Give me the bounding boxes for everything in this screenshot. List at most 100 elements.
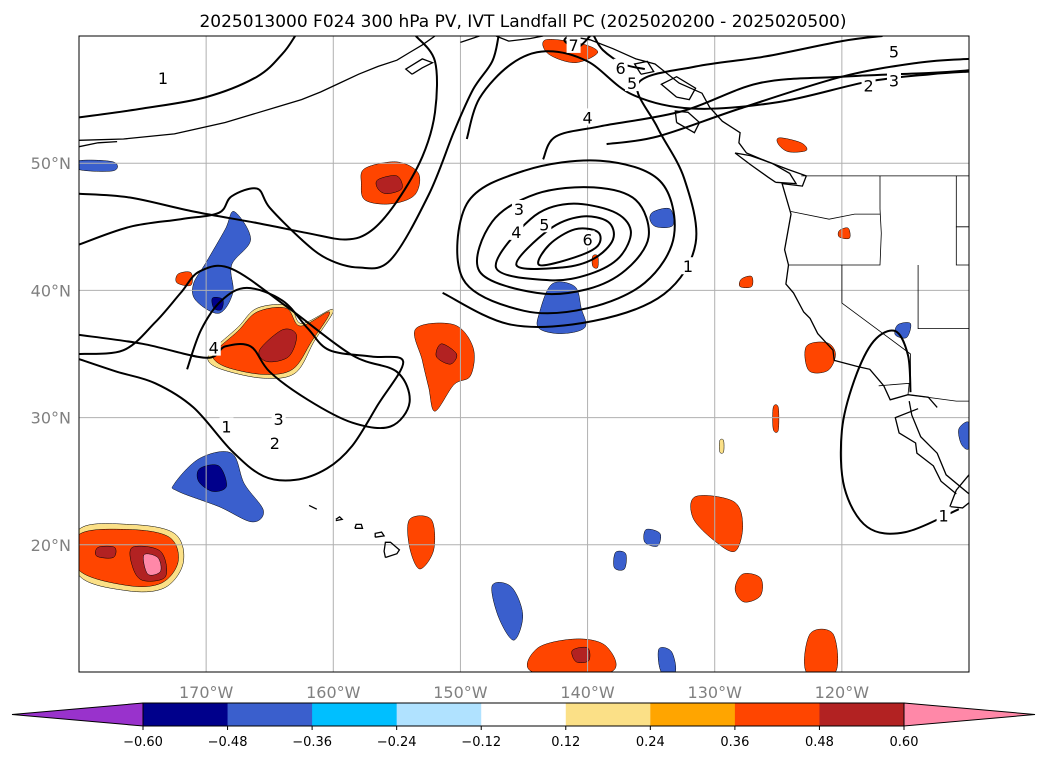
contour-label: 3 — [274, 410, 284, 429]
ivt-anomaly-patch — [739, 275, 754, 288]
colorbar-tick-label: −0.60 — [123, 735, 163, 750]
ivt-anomaly-patch — [643, 528, 662, 547]
ivt-anomaly-patch — [375, 175, 403, 194]
ivt-anomaly-patch — [776, 137, 808, 153]
contour-label: 2 — [270, 434, 280, 453]
lat-tick-label: 20°N — [31, 536, 71, 555]
contour-label: 6 — [582, 231, 592, 250]
colorbar-tick-label: 0.24 — [636, 735, 665, 750]
colorbar-extend-high — [903, 702, 1036, 727]
colorbar-frame — [142, 702, 905, 727]
colorbar: −0.60 −0.48 −0.36 −0.24 −0.12 0.12 0.24 0.36 0.4… — [11, 702, 1036, 750]
coastline — [308, 504, 318, 510]
contour-label-halo — [625, 74, 640, 92]
contour-label: 4 — [209, 339, 219, 358]
border-line — [955, 226, 969, 266]
ivt-anomaly-patch — [837, 227, 851, 240]
ivt-anomaly-patch — [143, 553, 162, 576]
coastline — [894, 408, 957, 495]
pv-contour-line — [456, 159, 676, 315]
ivt-anomaly-patch — [719, 438, 725, 454]
contour-label: 3 — [889, 72, 899, 91]
contour-label: 3 — [514, 200, 524, 219]
pv-contour-line — [593, 36, 646, 71]
contour-label-halo — [511, 199, 526, 217]
contour-label: 7 — [568, 36, 578, 55]
border-line — [917, 265, 969, 329]
colorbar-tick-label: −0.12 — [461, 735, 501, 750]
contour-label-halo — [613, 58, 628, 76]
coastline — [495, 36, 544, 42]
contour-label: 4 — [582, 108, 592, 127]
colorbar-tick-label: 0.60 — [890, 735, 919, 750]
pv-contour-line — [79, 36, 438, 241]
colorbar-swatch — [819, 703, 905, 726]
ivt-anomaly-patch — [734, 573, 763, 603]
coastline — [660, 75, 697, 101]
lon-tick-label: 120°W — [815, 683, 870, 702]
contour-label: 1 — [938, 507, 948, 526]
colorbar-tick-label: −0.24 — [377, 735, 417, 750]
lat-tick-label: 30°N — [31, 409, 71, 428]
lon-tick-label: 130°W — [688, 683, 743, 702]
colorbar-swatch — [565, 703, 651, 726]
ivt-anomaly-patch — [613, 550, 627, 571]
ivt-anomaly-patch — [258, 328, 297, 363]
lon-tick-label: 160°W — [306, 683, 361, 702]
colorbar-tick-label: −0.36 — [292, 735, 332, 750]
ivt-anomaly-patch — [196, 464, 227, 492]
contour-label: 1 — [221, 418, 231, 437]
latitude-labels: 20°N 30°N 40°N 50°N — [31, 154, 71, 555]
coastline — [908, 400, 969, 495]
map-frame — [78, 35, 970, 673]
ivt-anomaly-patch — [435, 343, 458, 365]
pv-contour-line — [494, 202, 632, 282]
pv-contour-line — [442, 36, 883, 328]
contour-label-halo — [219, 417, 234, 435]
pv-contour-line — [79, 36, 296, 119]
colorbar-tick-label: 0.36 — [720, 735, 749, 750]
contour-label-halo — [271, 409, 286, 427]
coastline — [79, 36, 436, 141]
colorbar-tick-label: −0.48 — [208, 735, 248, 750]
contour-label-halo — [566, 36, 581, 53]
ivt-anomaly-patch — [958, 421, 969, 450]
lat-tick-label: 40°N — [31, 281, 71, 300]
colorbar-swatch — [481, 703, 567, 726]
colorbar-swatch — [650, 703, 736, 726]
border-line — [955, 175, 969, 228]
ivt-anomaly-patch — [491, 582, 523, 641]
coastline — [335, 515, 344, 522]
contour-label-halo — [537, 215, 552, 233]
contour-label: 6 — [616, 59, 626, 78]
contour-label-halo — [861, 76, 876, 94]
colorbar-swatch — [227, 703, 313, 726]
border-line — [790, 211, 880, 220]
contour-label: 2 — [863, 77, 873, 96]
colorbar-swatch — [734, 703, 820, 726]
ivt-anomaly-patch — [772, 404, 780, 433]
coastline — [374, 531, 386, 538]
contour-label-halo — [681, 257, 696, 275]
ivt-anomaly-patch — [657, 647, 677, 672]
contour-label-halo — [886, 71, 901, 89]
pv-contour-line — [542, 69, 969, 160]
contour-label-halo — [206, 338, 221, 356]
coastline — [79, 140, 118, 148]
contour-label: 5 — [627, 74, 637, 93]
coastlines — [79, 36, 969, 559]
coastline — [460, 36, 480, 44]
colorbar-swatch — [312, 703, 398, 726]
ivt-anomaly-patch — [79, 159, 118, 172]
contour-label: 5 — [539, 215, 549, 234]
longitude-labels: 170°W 160°W 150°W 140°W 130°W 120°W — [179, 683, 869, 702]
border-line — [788, 175, 882, 266]
colorbar-swatch — [143, 703, 229, 726]
contour-label-halo — [580, 230, 595, 248]
contour-label-halo — [886, 42, 901, 60]
pv-contour-line — [79, 264, 411, 429]
coastline — [404, 58, 435, 75]
